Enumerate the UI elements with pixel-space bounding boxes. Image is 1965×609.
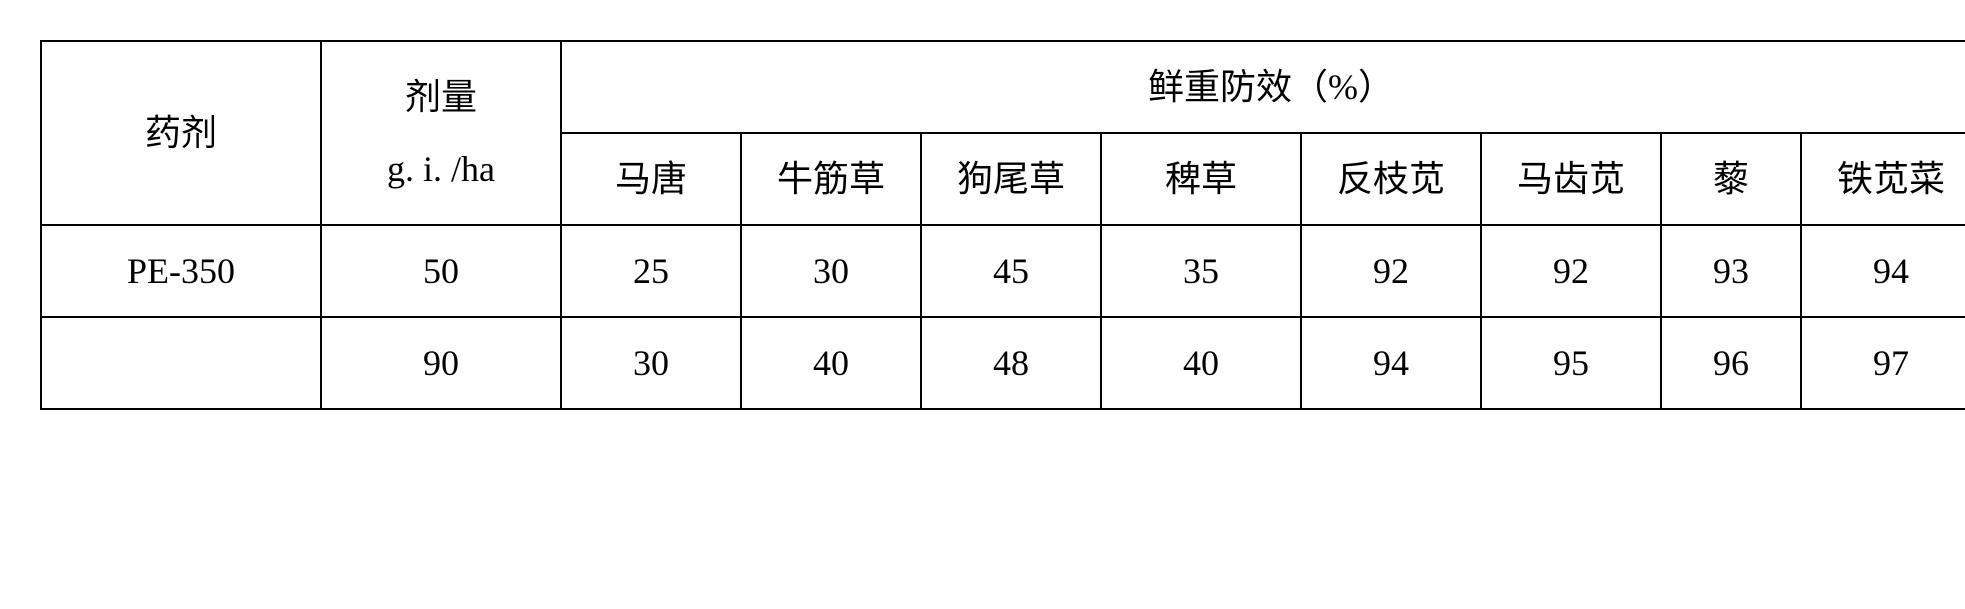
cell-value: 94 bbox=[1801, 225, 1965, 317]
subheader-5: 马齿苋 bbox=[1481, 133, 1661, 225]
cell-value: 97 bbox=[1801, 317, 1965, 409]
cell-dose: 50 bbox=[321, 225, 561, 317]
header-row-1: 药剂 剂量 g. i. /ha 鲜重防效（%） bbox=[41, 41, 1965, 133]
header-dose-line2: g. i. /ha bbox=[387, 149, 495, 189]
cell-value: 95 bbox=[1481, 317, 1661, 409]
subheader-1: 牛筋草 bbox=[741, 133, 921, 225]
header-dose: 剂量 g. i. /ha bbox=[321, 41, 561, 225]
subheader-3: 稗草 bbox=[1101, 133, 1301, 225]
cell-value: 48 bbox=[921, 317, 1101, 409]
subheader-4: 反枝苋 bbox=[1301, 133, 1481, 225]
cell-value: 25 bbox=[561, 225, 741, 317]
subheader-7: 铁苋菜 bbox=[1801, 133, 1965, 225]
cell-value: 93 bbox=[1661, 225, 1801, 317]
cell-value: 35 bbox=[1101, 225, 1301, 317]
cell-value: 40 bbox=[1101, 317, 1301, 409]
table-row: 90 30 40 48 40 94 95 96 97 bbox=[41, 317, 1965, 409]
header-group: 鲜重防效（%） bbox=[561, 41, 1965, 133]
cell-value: 30 bbox=[741, 225, 921, 317]
cell-value: 92 bbox=[1301, 225, 1481, 317]
header-agent: 药剂 bbox=[41, 41, 321, 225]
cell-agent bbox=[41, 317, 321, 409]
subheader-0: 马唐 bbox=[561, 133, 741, 225]
cell-value: 92 bbox=[1481, 225, 1661, 317]
cell-dose: 90 bbox=[321, 317, 561, 409]
cell-value: 45 bbox=[921, 225, 1101, 317]
header-dose-line1: 剂量 bbox=[405, 77, 477, 117]
cell-value: 40 bbox=[741, 317, 921, 409]
subheader-6: 藜 bbox=[1661, 133, 1801, 225]
efficacy-table: 药剂 剂量 g. i. /ha 鲜重防效（%） 马唐 牛筋草 狗尾草 稗草 反枝… bbox=[40, 40, 1965, 410]
cell-agent: PE-350 bbox=[41, 225, 321, 317]
subheader-2: 狗尾草 bbox=[921, 133, 1101, 225]
table-row: PE-350 50 25 30 45 35 92 92 93 94 bbox=[41, 225, 1965, 317]
cell-value: 30 bbox=[561, 317, 741, 409]
cell-value: 94 bbox=[1301, 317, 1481, 409]
cell-value: 96 bbox=[1661, 317, 1801, 409]
